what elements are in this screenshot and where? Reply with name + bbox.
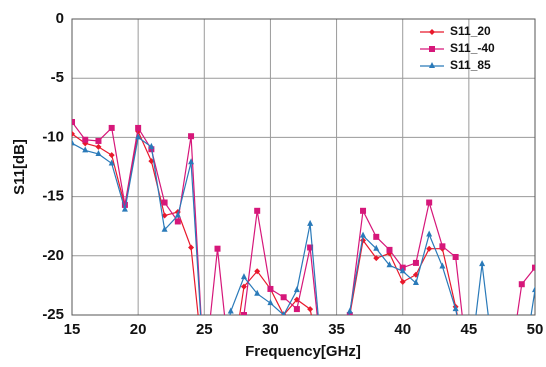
marker [412,279,419,286]
x-tick-label: 15 [64,321,81,338]
marker [386,261,393,268]
marker [240,312,247,315]
marker [108,159,115,166]
marker [412,259,419,266]
marker [108,152,115,159]
marker [95,149,102,156]
marker [174,218,181,225]
marker [240,273,247,280]
marker [267,299,274,306]
marker [399,267,406,274]
x-tick-label: 30 [262,321,279,338]
marker [532,264,535,271]
marker [227,307,234,314]
marker [188,244,195,251]
marker [148,142,155,149]
x-tick-label: 35 [328,321,345,338]
marker [307,219,314,226]
marker [373,233,380,240]
marker [161,199,168,206]
marker [346,307,353,314]
marker [373,255,380,262]
marker [214,245,221,252]
y-tick-label: -5 [51,69,64,86]
plot-area [72,19,535,315]
legend-text: S11_-40 [450,41,495,55]
marker [280,294,287,301]
marker [426,199,433,206]
marker [518,281,525,288]
marker [429,62,435,68]
series-line [72,129,458,315]
marker [386,246,393,253]
y-tick-label: -10 [42,128,64,145]
marker [373,244,380,251]
y-tick-label: -15 [42,188,64,205]
marker [121,201,128,208]
marker [240,283,247,290]
marker [267,285,274,292]
marker [254,289,261,296]
marker [72,119,75,126]
marker [108,124,115,131]
marker [161,225,168,232]
marker [452,253,459,260]
marker [135,124,142,131]
y-tick-label: -25 [42,306,64,323]
marker [281,311,286,315]
marker [254,268,261,275]
x-axis-title: Frequency[GHz] [245,343,361,360]
marker [188,158,195,165]
marker [439,262,446,269]
marker [429,46,435,52]
marker [360,231,367,238]
marker [439,243,446,250]
marker [360,207,367,214]
marker [479,260,486,267]
marker [82,146,89,153]
marker [121,205,128,212]
series-line [72,136,535,315]
marker [307,244,314,251]
marker [174,211,181,218]
marker [399,278,406,285]
y-tick-label: 0 [56,10,64,27]
marker [532,286,535,293]
marker [72,130,75,137]
x-tick-label: 40 [394,321,411,338]
marker [426,230,433,237]
marker [452,305,459,312]
marker [135,133,142,140]
marker [254,207,261,214]
marker [426,245,433,252]
marker [293,306,300,313]
x-tick-label: 50 [527,321,544,338]
plot-border [71,18,536,316]
marker [82,136,89,143]
x-tick-label: 20 [130,321,147,338]
marker [293,286,300,293]
marker [307,306,314,313]
legend-text: S11_20 [450,24,491,38]
marker [429,29,435,35]
plot-series [72,119,535,315]
x-tick-label: 45 [461,321,478,338]
marker [188,133,195,140]
marker [72,139,75,146]
marker [95,137,102,144]
x-tick-label: 25 [196,321,213,338]
marker [95,143,102,150]
y-tick-label: -20 [42,247,64,264]
legend-text: S11_85 [450,58,491,72]
y-axis-title: S11[dB] [11,139,28,195]
